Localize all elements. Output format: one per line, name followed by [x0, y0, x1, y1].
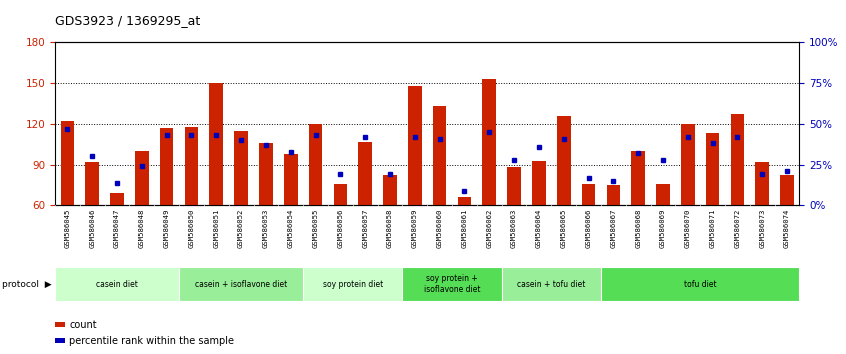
- Bar: [731, 114, 744, 205]
- Text: soy protein +
isoflavone diet: soy protein + isoflavone diet: [424, 274, 481, 294]
- Bar: [403, 267, 502, 301]
- Bar: [284, 154, 298, 205]
- Bar: [532, 161, 546, 205]
- Text: GSM586051: GSM586051: [213, 209, 219, 248]
- Bar: [184, 127, 198, 205]
- Text: count: count: [69, 320, 97, 330]
- Bar: [706, 133, 719, 205]
- Bar: [61, 121, 74, 205]
- Bar: [755, 162, 769, 205]
- Text: GSM586065: GSM586065: [561, 209, 567, 248]
- Bar: [309, 124, 322, 205]
- Bar: [333, 184, 347, 205]
- Bar: [408, 86, 421, 205]
- Text: GSM586060: GSM586060: [437, 209, 442, 248]
- Text: tofu diet: tofu diet: [684, 280, 717, 289]
- Bar: [502, 267, 601, 301]
- Text: GSM586061: GSM586061: [461, 209, 468, 248]
- Bar: [303, 267, 403, 301]
- Text: GSM586064: GSM586064: [536, 209, 542, 248]
- Text: GSM586046: GSM586046: [89, 209, 96, 248]
- Text: GSM586070: GSM586070: [684, 209, 691, 248]
- Text: GSM586063: GSM586063: [511, 209, 517, 248]
- Bar: [179, 267, 303, 301]
- Text: GSM586056: GSM586056: [338, 209, 343, 248]
- Text: GSM586053: GSM586053: [263, 209, 269, 248]
- Text: GSM586069: GSM586069: [660, 209, 666, 248]
- Text: GSM586059: GSM586059: [412, 209, 418, 248]
- Text: GSM586050: GSM586050: [189, 209, 195, 248]
- Bar: [85, 162, 99, 205]
- Bar: [656, 184, 670, 205]
- Text: GSM586045: GSM586045: [64, 209, 70, 248]
- Text: GSM586062: GSM586062: [486, 209, 492, 248]
- Text: protocol  ▶: protocol ▶: [2, 280, 52, 289]
- Text: GSM586067: GSM586067: [610, 209, 617, 248]
- Bar: [55, 267, 179, 301]
- Bar: [681, 124, 695, 205]
- Text: soy protein diet: soy protein diet: [322, 280, 383, 289]
- Bar: [135, 151, 149, 205]
- Bar: [631, 151, 645, 205]
- Bar: [433, 106, 447, 205]
- Bar: [234, 131, 248, 205]
- Text: casein + tofu diet: casein + tofu diet: [517, 280, 585, 289]
- Text: GSM586055: GSM586055: [312, 209, 319, 248]
- Text: GSM586048: GSM586048: [139, 209, 145, 248]
- Bar: [780, 176, 794, 205]
- Bar: [508, 167, 521, 205]
- Text: GSM586068: GSM586068: [635, 209, 641, 248]
- Text: GSM586066: GSM586066: [585, 209, 591, 248]
- Text: casein + isoflavone diet: casein + isoflavone diet: [195, 280, 288, 289]
- Bar: [359, 142, 372, 205]
- Bar: [458, 197, 471, 205]
- Text: GSM586054: GSM586054: [288, 209, 294, 248]
- Bar: [210, 83, 223, 205]
- Text: GSM586057: GSM586057: [362, 209, 368, 248]
- Bar: [160, 128, 173, 205]
- Text: GSM586058: GSM586058: [387, 209, 393, 248]
- Text: percentile rank within the sample: percentile rank within the sample: [69, 336, 234, 346]
- Text: GDS3923 / 1369295_at: GDS3923 / 1369295_at: [55, 14, 201, 27]
- Text: casein diet: casein diet: [96, 280, 138, 289]
- Text: GSM586052: GSM586052: [238, 209, 244, 248]
- Bar: [383, 176, 397, 205]
- Bar: [259, 143, 272, 205]
- Text: GSM586072: GSM586072: [734, 209, 740, 248]
- Text: GSM586071: GSM586071: [710, 209, 716, 248]
- Text: GSM586049: GSM586049: [163, 209, 170, 248]
- Text: GSM586073: GSM586073: [759, 209, 766, 248]
- Bar: [557, 116, 570, 205]
- Bar: [110, 193, 124, 205]
- Text: GSM586074: GSM586074: [784, 209, 790, 248]
- Bar: [607, 185, 620, 205]
- Bar: [601, 267, 799, 301]
- Bar: [582, 184, 596, 205]
- Bar: [482, 79, 496, 205]
- Text: GSM586047: GSM586047: [114, 209, 120, 248]
